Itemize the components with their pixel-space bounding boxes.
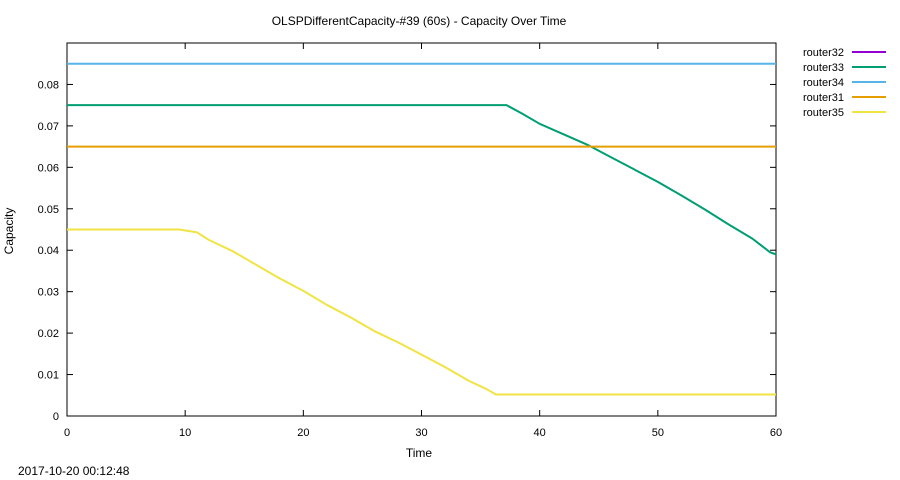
y-tick-label: 0.07 xyxy=(38,121,59,133)
x-tick-label: 10 xyxy=(179,427,191,439)
series-line-router33 xyxy=(67,104,777,256)
x-tick-label: 0 xyxy=(64,427,70,439)
y-axis-label: Capacity xyxy=(2,208,16,255)
x-tick-label: 60 xyxy=(770,427,782,439)
x-axis-label: Time xyxy=(406,446,433,460)
legend-label-router32: router32 xyxy=(803,47,844,59)
y-tick-label: 0.02 xyxy=(38,328,59,340)
x-tick-label: 50 xyxy=(652,427,664,439)
y-tick-label: 0.01 xyxy=(38,370,59,382)
legend-label-router34: router34 xyxy=(803,77,844,89)
footer-timestamp: 2017-10-20 00:12:48 xyxy=(18,464,130,478)
legend: router32 router33 router34 router31 router35 xyxy=(803,47,886,119)
x-tick-label: 20 xyxy=(297,427,309,439)
legend-label-router31: router31 xyxy=(803,92,844,104)
chart-title: OLSPDifferentCapacity-#39 (60s) - Capaci… xyxy=(272,14,567,28)
y-tick-label: 0.08 xyxy=(38,79,59,91)
x-tick-label: 40 xyxy=(534,427,546,439)
y-tick-label: 0.03 xyxy=(38,287,59,299)
y-axis-ticks: 0 0.01 0.02 0.03 0.04 0.05 0.06 0.07 0.08 xyxy=(38,79,776,423)
series-line-router35 xyxy=(67,228,776,396)
series-lines xyxy=(67,62,777,396)
x-tick-label: 30 xyxy=(415,427,427,439)
legend-label-router33: router33 xyxy=(803,62,844,74)
x-axis-ticks: 0 10 20 30 40 50 60 xyxy=(64,43,782,439)
y-tick-label: 0 xyxy=(53,411,59,423)
y-tick-label: 0.04 xyxy=(38,245,59,257)
y-tick-label: 0.06 xyxy=(38,162,59,174)
legend-label-router35: router35 xyxy=(803,107,844,119)
y-tick-label: 0.05 xyxy=(38,204,59,216)
